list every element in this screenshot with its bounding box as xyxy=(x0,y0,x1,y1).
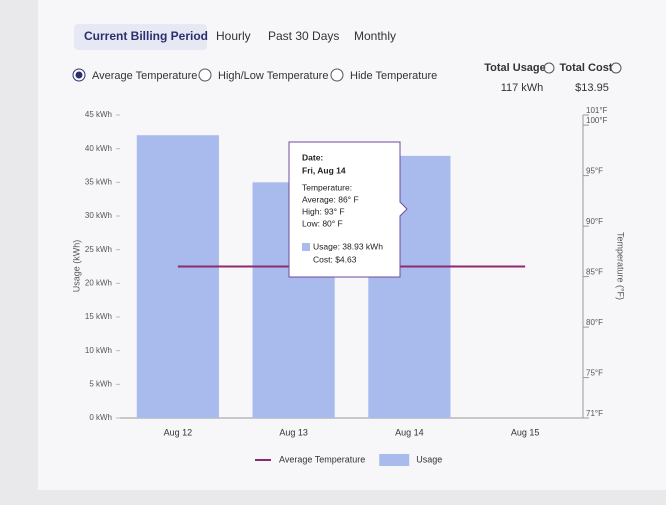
y-tick-label: 20 kWh xyxy=(85,278,112,287)
radio-dot xyxy=(75,71,83,79)
legend-label: Average Temperature xyxy=(279,454,365,464)
radio[interactable] xyxy=(330,68,344,82)
radio[interactable] xyxy=(198,68,212,82)
info-icon[interactable] xyxy=(610,62,622,74)
y2-axis-label: Temperature (°F) xyxy=(616,232,626,300)
total-cost-value: $13.95 xyxy=(575,82,609,94)
x-tick-label: Aug 13 xyxy=(279,427,308,437)
tab-selected-bg xyxy=(74,24,207,50)
total-usage-label: Total Usage xyxy=(484,62,546,74)
y2-tick-label: 100°F xyxy=(586,116,608,125)
radio-label[interactable]: High/Low Temperature xyxy=(218,70,328,82)
radio-label[interactable]: Hide Temperature xyxy=(350,70,437,82)
y-axis-label: Usage (kWh) xyxy=(71,240,81,293)
bar xyxy=(136,135,219,418)
tooltip-text: Cost: $4.63 xyxy=(313,254,357,264)
y-tick-label: 25 kWh xyxy=(85,245,112,254)
tab[interactable]: Hourly xyxy=(216,29,251,43)
y2-tick-label: 85°F xyxy=(586,268,603,277)
tooltip-date: Fri, Aug 14 xyxy=(302,165,346,175)
tooltip-text: Average: 86° F xyxy=(302,194,359,204)
radio-label[interactable]: Average Temperature xyxy=(92,70,197,82)
y-tick-label: 30 kWh xyxy=(85,211,112,220)
tab[interactable]: Monthly xyxy=(354,29,396,43)
tooltip-box xyxy=(288,141,408,278)
y2-tick-label: 75°F xyxy=(586,369,603,378)
tooltip-swatch xyxy=(302,243,310,251)
tab[interactable]: Past 30 Days xyxy=(268,29,339,43)
y2-tick-label: 101°F xyxy=(586,106,608,115)
y-tick-label: 10 kWh xyxy=(85,346,112,355)
total-cost-label: Total Cost xyxy=(560,62,613,74)
legend-label: Usage xyxy=(416,454,442,464)
legend-swatch xyxy=(379,454,410,466)
tooltip-text: Low: 80° F xyxy=(302,218,343,228)
tooltip-text: Usage: 38.93 kWh xyxy=(313,241,383,251)
total-usage-value: 117 kWh xyxy=(501,82,544,94)
y2-tick-label: 80°F xyxy=(586,318,603,327)
y-tick-label: 15 kWh xyxy=(85,312,112,321)
tab[interactable]: Current Billing Period xyxy=(84,29,208,43)
y-tick-label: 5 kWh xyxy=(89,379,112,388)
info-icon[interactable] xyxy=(543,62,555,74)
y-tick-label: 0 kWh xyxy=(89,413,112,422)
tooltip-text: High: 93° F xyxy=(302,206,345,216)
tooltip: Date: Fri, Aug 14 Temperature: Average: … xyxy=(288,141,408,278)
tooltip-text: Temperature: xyxy=(302,182,352,192)
x-tick-label: Aug 14 xyxy=(395,427,424,437)
tooltip-date-label: Date: xyxy=(302,152,323,162)
y2-tick-label: 71°F xyxy=(586,409,603,418)
y-tick-label: 40 kWh xyxy=(85,144,112,153)
x-tick-label: Aug 15 xyxy=(511,427,540,437)
y-tick-label: 35 kWh xyxy=(85,177,112,186)
y2-tick-label: 95°F xyxy=(586,167,603,176)
y2-tick-label: 90°F xyxy=(586,217,603,226)
y-tick-label: 45 kWh xyxy=(85,110,112,119)
x-tick-label: Aug 12 xyxy=(164,427,193,437)
